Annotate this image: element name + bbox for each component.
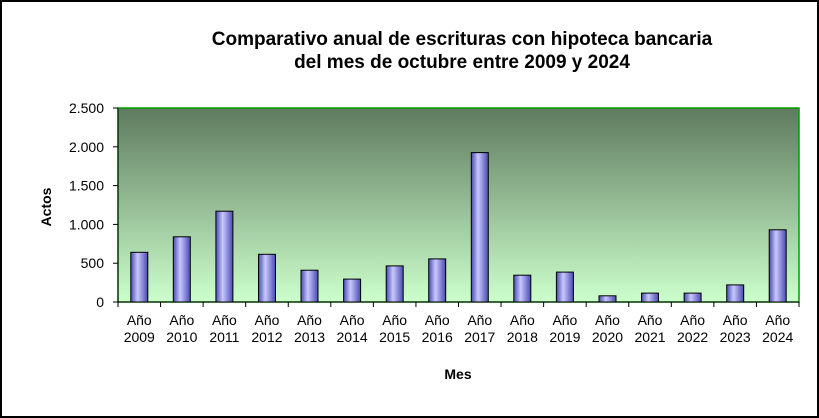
y-tick-label: 500 xyxy=(81,255,105,271)
y-tick-label: 0 xyxy=(96,294,104,310)
bar-2022 xyxy=(683,292,702,303)
bar-2012 xyxy=(258,253,276,303)
y-tick-label: 1.500 xyxy=(69,178,104,194)
bar-2010 xyxy=(172,236,191,303)
bar-2011 xyxy=(215,210,234,303)
x-tick-label: Año 2009 xyxy=(124,312,155,345)
bar-2017 xyxy=(470,152,489,303)
chart-title-line-1: Comparativo anual de escrituras con hipo… xyxy=(212,29,713,50)
y-axis: 0 500 1.000 1.500 2.000 2.500 xyxy=(69,100,119,310)
x-tick-label: Año 2023 xyxy=(720,312,751,345)
bar-2024 xyxy=(768,229,787,303)
y-tick-label: 1.000 xyxy=(69,216,104,232)
bar-2023 xyxy=(726,284,745,303)
x-tick-label: Año 2022 xyxy=(677,312,708,345)
bar-2013 xyxy=(300,269,319,303)
x-tick-label: Año 2021 xyxy=(634,312,665,345)
x-tick-label: Año 2015 xyxy=(379,312,410,345)
bar-2018 xyxy=(513,274,532,303)
x-tick-label: Año 2024 xyxy=(762,312,793,345)
bars xyxy=(130,152,787,303)
y-axis-title: Actos xyxy=(38,187,54,226)
x-tick-label: Año 2020 xyxy=(592,312,623,345)
bar-2019 xyxy=(555,271,574,303)
x-tick-label: Año 2016 xyxy=(422,312,453,345)
bar-2020 xyxy=(598,295,617,303)
x-tick-label: Año 2019 xyxy=(549,312,580,345)
bar-2021 xyxy=(641,292,659,303)
bar-2009 xyxy=(130,251,149,303)
chart-title-line-2: del mes de octubre entre 2009 y 2024 xyxy=(294,52,630,73)
bar-2015 xyxy=(385,265,404,303)
bar-2016 xyxy=(428,258,447,303)
x-tick-label: Año 2017 xyxy=(464,312,495,345)
x-tick-label: Año 2011 xyxy=(209,312,239,345)
x-axis: Año 2009 Año 2010 Año 2011 Año 2012 Año 2013 Año 20… xyxy=(117,301,800,345)
x-tick-label: Año 2012 xyxy=(251,312,282,345)
y-tick-label: 2.000 xyxy=(69,139,104,155)
x-tick-label: Año 2018 xyxy=(507,312,538,345)
x-tick-label: Año 2013 xyxy=(294,312,325,345)
x-axis-title: Mes xyxy=(444,366,471,382)
x-tick-label: Año 2010 xyxy=(166,312,197,345)
x-tick-label: Año 2014 xyxy=(337,312,368,345)
bar-2014 xyxy=(343,278,362,303)
y-tick-label: 2.500 xyxy=(69,100,104,116)
